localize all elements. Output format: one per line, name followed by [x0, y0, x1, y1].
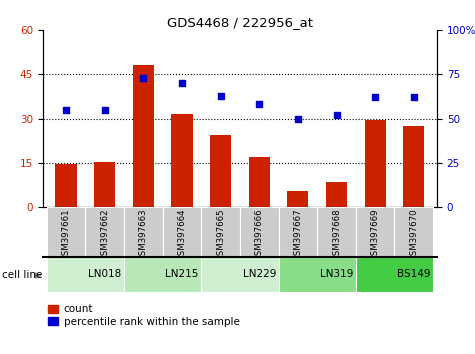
Text: GSM397668: GSM397668	[332, 209, 341, 261]
Bar	[94, 162, 115, 207]
Bar	[248, 157, 270, 207]
Text: GSM397667: GSM397667	[294, 209, 303, 261]
Text: cell line: cell line	[2, 270, 43, 280]
Text: LN215: LN215	[165, 269, 199, 279]
Bar	[124, 257, 201, 292]
Text: GSM397661: GSM397661	[61, 209, 70, 261]
Bar	[47, 257, 124, 292]
Bar	[403, 126, 425, 207]
Point	[294, 116, 302, 121]
Bar	[55, 164, 76, 207]
Bar	[201, 257, 278, 292]
Bar	[278, 257, 356, 292]
Title: GDS4468 / 222956_at: GDS4468 / 222956_at	[167, 16, 313, 29]
Text: GSM397663: GSM397663	[139, 209, 148, 261]
Text: BS149: BS149	[397, 269, 430, 279]
Text: LN319: LN319	[320, 269, 353, 279]
Point	[410, 95, 418, 100]
Legend: count, percentile rank within the sample: count, percentile rank within the sample	[48, 304, 239, 327]
Text: GSM397669: GSM397669	[370, 209, 380, 261]
Bar	[86, 207, 124, 257]
Bar	[210, 135, 231, 207]
Point	[332, 112, 340, 118]
Text: LN229: LN229	[243, 269, 276, 279]
Bar	[326, 182, 347, 207]
Text: GSM397670: GSM397670	[409, 209, 418, 261]
Point	[101, 107, 108, 113]
Point	[178, 80, 186, 86]
Bar	[356, 257, 433, 292]
Point	[371, 95, 379, 100]
Point	[140, 75, 147, 81]
Bar	[364, 120, 386, 207]
Bar	[278, 207, 317, 257]
Bar	[287, 191, 308, 207]
Bar	[162, 207, 201, 257]
Bar	[356, 207, 394, 257]
Bar	[240, 207, 278, 257]
Bar	[171, 114, 192, 207]
Bar	[317, 207, 356, 257]
Bar	[133, 65, 154, 207]
Text: GSM397664: GSM397664	[177, 209, 186, 261]
Bar	[47, 207, 86, 257]
Point	[217, 93, 224, 98]
Text: GSM397666: GSM397666	[255, 209, 264, 261]
Bar	[394, 207, 433, 257]
Point	[62, 107, 70, 113]
Bar	[201, 207, 240, 257]
Text: LN018: LN018	[88, 269, 121, 279]
Text: GSM397662: GSM397662	[100, 209, 109, 261]
Text: GSM397665: GSM397665	[216, 209, 225, 261]
Bar	[124, 207, 162, 257]
Point	[256, 102, 263, 107]
